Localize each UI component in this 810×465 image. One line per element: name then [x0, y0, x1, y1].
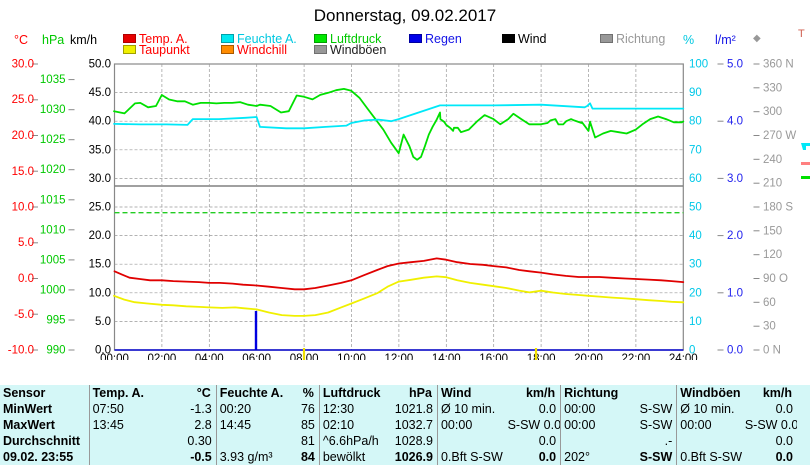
svg-text:16:00: 16:00	[479, 353, 508, 360]
svg-text:330: 330	[763, 82, 782, 94]
svg-text:22:00: 22:00	[622, 353, 651, 360]
svg-text:30.0: 30.0	[89, 173, 111, 185]
svg-text:50: 50	[689, 202, 702, 214]
svg-text:18:00: 18:00	[527, 353, 556, 360]
svg-text:1010: 1010	[40, 224, 66, 236]
svg-text:30.0: 30.0	[12, 59, 34, 71]
svg-text:20: 20	[689, 287, 702, 299]
svg-text:1005: 1005	[40, 254, 66, 266]
svg-text:90: 90	[689, 87, 702, 99]
svg-text:270 W: 270 W	[763, 130, 796, 142]
svg-text:30: 30	[763, 321, 776, 333]
svg-text:50.0: 50.0	[89, 59, 111, 71]
svg-text:10.0: 10.0	[12, 202, 34, 214]
svg-text:1030: 1030	[40, 104, 66, 116]
svg-text:-5.0: -5.0	[14, 309, 34, 321]
svg-text:14:00: 14:00	[432, 353, 461, 360]
svg-text:06:00: 06:00	[242, 353, 271, 360]
svg-text:60: 60	[763, 297, 776, 309]
svg-text:0.0: 0.0	[727, 345, 743, 357]
svg-text:70: 70	[689, 144, 702, 156]
svg-text:60: 60	[689, 173, 702, 185]
svg-text:45.0: 45.0	[89, 87, 111, 99]
svg-text:12:00: 12:00	[385, 353, 414, 360]
svg-text:1015: 1015	[40, 194, 66, 206]
svg-text:5.0: 5.0	[727, 59, 743, 71]
svg-text:5.0: 5.0	[18, 237, 34, 249]
svg-text:1025: 1025	[40, 134, 66, 146]
svg-text:24:00: 24:00	[669, 353, 698, 360]
svg-text:10:00: 10:00	[337, 353, 366, 360]
svg-text:4.0: 4.0	[727, 116, 743, 128]
svg-text:25.0: 25.0	[12, 94, 34, 106]
svg-text:240: 240	[763, 154, 782, 166]
svg-text:80: 80	[689, 116, 702, 128]
svg-text:25.0: 25.0	[89, 202, 111, 214]
svg-text:1020: 1020	[40, 164, 66, 176]
svg-text:15.0: 15.0	[89, 259, 111, 271]
svg-text:5.0: 5.0	[95, 316, 111, 328]
svg-text:0.0: 0.0	[18, 273, 34, 285]
svg-text:35.0: 35.0	[89, 144, 111, 156]
svg-text:360 N: 360 N	[763, 59, 794, 71]
svg-text:995: 995	[46, 315, 65, 327]
svg-text:1000: 1000	[40, 284, 66, 296]
svg-text:04:00: 04:00	[195, 353, 224, 360]
svg-text:20.0: 20.0	[12, 130, 34, 142]
svg-text:3.0: 3.0	[727, 173, 743, 185]
svg-text:2.0: 2.0	[727, 230, 743, 242]
svg-text:300: 300	[763, 106, 782, 118]
svg-text:210: 210	[763, 178, 782, 190]
svg-text:40: 40	[689, 230, 702, 242]
svg-text:30: 30	[689, 259, 702, 271]
svg-text:1035: 1035	[40, 74, 66, 86]
svg-text:40.0: 40.0	[89, 116, 111, 128]
svg-text:90 O: 90 O	[763, 273, 788, 285]
svg-text:120: 120	[763, 249, 782, 261]
svg-text:0 N: 0 N	[763, 345, 781, 357]
svg-text:-10.0: -10.0	[8, 345, 34, 357]
svg-text:100: 100	[689, 59, 708, 71]
svg-text:15.0: 15.0	[12, 166, 34, 178]
svg-text:10: 10	[689, 316, 702, 328]
svg-text:180 S: 180 S	[763, 202, 793, 214]
svg-text:20.0: 20.0	[89, 230, 111, 242]
svg-text:990: 990	[46, 345, 65, 357]
svg-text:1.0: 1.0	[727, 287, 743, 299]
svg-text:20:00: 20:00	[574, 353, 603, 360]
svg-text:10.0: 10.0	[89, 287, 111, 299]
svg-text:00:00: 00:00	[100, 353, 129, 360]
svg-text:02:00: 02:00	[148, 353, 177, 360]
svg-text:150: 150	[763, 225, 782, 237]
